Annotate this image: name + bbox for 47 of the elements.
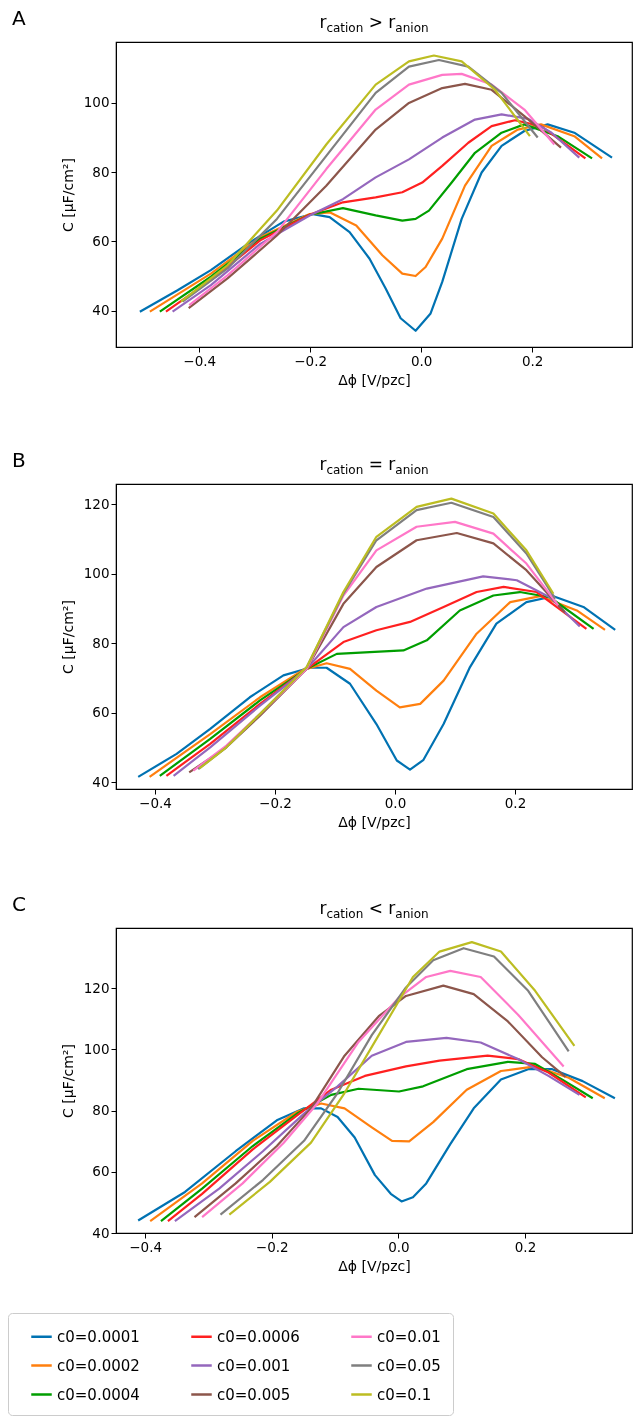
y-tick-label: 80 — [92, 1102, 110, 1119]
text: C — [12, 892, 26, 916]
y-tick-label: 120 — [83, 979, 110, 996]
x-tick-label: 0.0 — [384, 794, 407, 811]
legend-label: c0=0.001 — [217, 1356, 291, 1375]
x-tick-label: 0.2 — [514, 1238, 537, 1255]
legend-label: c0=0.0006 — [217, 1327, 300, 1346]
x-tick-label: −0.2 — [255, 1238, 289, 1255]
x-tick-label: 0.2 — [504, 794, 527, 811]
y-tick-label: 60 — [92, 1163, 110, 1180]
y-tick-label: 40 — [92, 773, 110, 790]
y-axis-title: C [μF/cm²] — [59, 158, 76, 232]
legend-label: c0=0.0002 — [57, 1356, 140, 1375]
text: B — [12, 448, 26, 472]
x-tick-label: −0.4 — [139, 794, 172, 811]
x-tick-label: −0.2 — [259, 794, 292, 811]
y-tick-label: 120 — [83, 496, 110, 512]
chart-title: r$_{cation}$ < r$_{anion}$ — [318, 898, 430, 922]
y-tick-label: 100 — [83, 1040, 110, 1057]
y-tick-label: 80 — [92, 163, 110, 180]
x-tick-label: 0.2 — [521, 352, 544, 369]
legend-label: c0=0.005 — [217, 1385, 291, 1404]
y-tick-label: 60 — [92, 232, 110, 249]
text: A — [12, 6, 26, 30]
y-axis-title: C [μF/cm²] — [59, 600, 76, 674]
x-axis-title: Δϕ [V/pzc] — [338, 372, 411, 388]
y-tick-label: 80 — [92, 634, 110, 651]
y-tick-label: 60 — [92, 704, 110, 721]
x-tick-label: 0.0 — [388, 1238, 410, 1255]
chart-title: r$_{cation}$ = r$_{anion}$ — [318, 454, 430, 478]
chart-title: r$_{cation}$ > r$_{anion}$ — [318, 12, 430, 36]
y-tick-label: 40 — [92, 1224, 110, 1241]
x-axis-title: Δϕ [V/pzc] — [338, 1258, 411, 1274]
x-tick-label: −0.4 — [129, 1238, 163, 1255]
x-tick-label: −0.2 — [294, 352, 328, 369]
legend-label: c0=0.0001 — [57, 1327, 140, 1346]
y-tick-label: 40 — [92, 302, 110, 319]
legend-label: c0=0.0004 — [57, 1385, 140, 1404]
x-axis-title: Δϕ [V/pzc] — [338, 814, 411, 830]
y-tick-label: 100 — [83, 94, 110, 111]
legend-label: c0=0.1 — [377, 1385, 432, 1404]
legend-label: c0=0.01 — [377, 1327, 441, 1346]
legend-label: c0=0.05 — [377, 1356, 441, 1375]
x-tick-label: −0.4 — [183, 352, 217, 369]
y-tick-label: 100 — [83, 565, 110, 582]
x-tick-label: 0.0 — [410, 352, 433, 369]
y-axis-title: C [μF/cm²] — [59, 1044, 76, 1118]
